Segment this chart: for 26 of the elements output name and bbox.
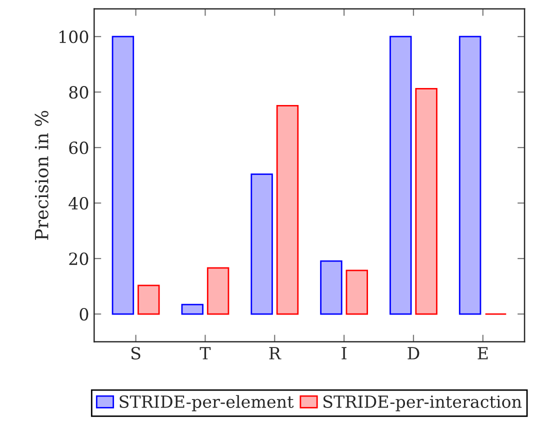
bar <box>276 104 299 315</box>
x-tick-label: R <box>269 347 282 360</box>
x-tick-label: I <box>342 347 346 360</box>
x-tick-label: E <box>478 347 488 360</box>
x-tick-label: T <box>200 347 211 360</box>
y-tick-label: 60 <box>69 142 88 154</box>
bar <box>181 304 204 315</box>
bar <box>112 36 134 315</box>
bar <box>138 284 160 315</box>
legend-label: STRIDE-per-element <box>120 395 294 412</box>
y-tick-label: 100 <box>60 30 88 44</box>
y-axis-title: Precision in % <box>34 110 48 240</box>
bar <box>390 36 412 315</box>
bar <box>415 88 438 315</box>
bar <box>320 260 342 315</box>
y-tick-label: 20 <box>69 252 88 266</box>
bar <box>458 36 482 315</box>
bar <box>250 173 273 315</box>
y-tick-label: 40 <box>68 197 88 210</box>
bar <box>206 267 230 315</box>
x-tick-label: D <box>408 347 420 360</box>
x-tick-label: S <box>131 346 140 360</box>
y-tick-label: 80 <box>69 86 88 99</box>
bar <box>346 270 368 315</box>
y-tick-label: 0 <box>80 308 88 321</box>
legend-label: STRIDE-per-interaction <box>324 395 522 412</box>
